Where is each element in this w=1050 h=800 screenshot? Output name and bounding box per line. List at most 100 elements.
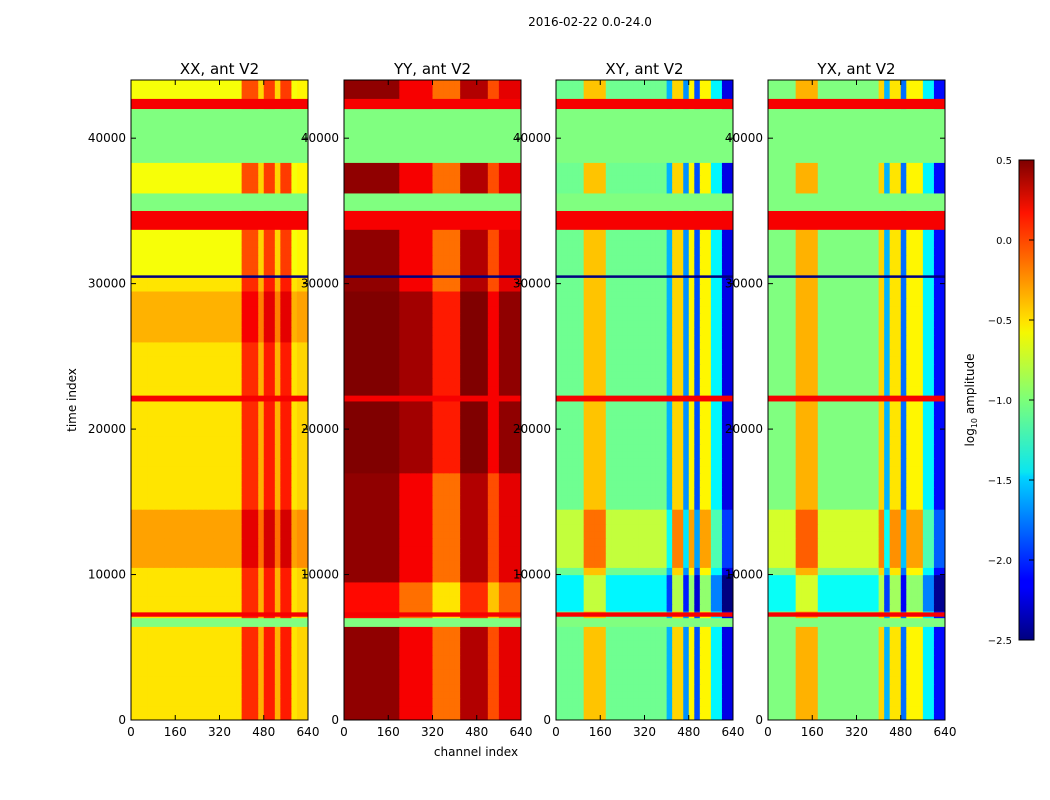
heatmap-cell bbox=[225, 312, 232, 321]
heatmap-cell bbox=[476, 589, 483, 597]
heatmap-cell bbox=[360, 487, 367, 496]
heatmap-cell bbox=[415, 552, 423, 561]
heatmap-cell bbox=[219, 530, 226, 539]
heatmap-cell bbox=[399, 501, 406, 510]
heatmap-cell bbox=[493, 501, 500, 510]
heatmap-cell bbox=[426, 712, 434, 720]
heatmap-cell bbox=[142, 363, 149, 372]
heatmap-cell bbox=[241, 160, 248, 168]
heatmap-cell bbox=[432, 414, 439, 423]
heatmap-cell bbox=[291, 356, 298, 365]
heatmap-cell bbox=[399, 552, 406, 561]
heatmap-cell bbox=[393, 698, 400, 707]
heatmap-cell bbox=[274, 683, 281, 692]
heatmap-cell bbox=[208, 429, 215, 437]
heatmap-cell bbox=[471, 552, 478, 561]
heatmap-cell bbox=[186, 276, 193, 285]
heatmap-cell bbox=[191, 240, 198, 248]
heatmap-cell bbox=[388, 290, 395, 299]
heatmap-cell bbox=[219, 676, 226, 685]
heatmap-cell bbox=[371, 312, 378, 321]
heatmap-cell bbox=[158, 298, 165, 307]
heatmap-cell bbox=[180, 487, 187, 496]
heatmap-cell bbox=[344, 465, 351, 474]
heatmap-cell bbox=[186, 254, 193, 263]
heatmap-cell bbox=[355, 378, 362, 387]
heatmap-cell bbox=[241, 320, 248, 328]
heatmap-cell bbox=[344, 705, 351, 714]
heatmap-cell bbox=[426, 705, 434, 714]
heatmap-cell bbox=[460, 414, 467, 423]
heatmap-cell bbox=[285, 261, 293, 270]
heatmap-cell bbox=[399, 480, 406, 488]
heatmap-cell bbox=[230, 436, 237, 445]
heatmap-cell bbox=[366, 334, 373, 343]
heatmap-cell bbox=[153, 683, 160, 692]
heatmap-cell bbox=[142, 596, 149, 605]
heatmap-cell bbox=[377, 596, 384, 605]
heatmap-cell bbox=[493, 407, 500, 416]
heatmap-cell bbox=[465, 647, 472, 656]
heatmap-cell bbox=[147, 581, 154, 590]
heatmap-cell bbox=[252, 545, 259, 554]
heatmap-cell bbox=[426, 458, 434, 467]
heatmap-cell bbox=[404, 712, 411, 720]
heatmap-cell bbox=[421, 443, 428, 452]
heatmap-cell bbox=[460, 705, 467, 714]
heatmap-cell bbox=[213, 247, 221, 256]
heatmap-cell bbox=[258, 443, 265, 452]
heatmap-cell bbox=[399, 603, 406, 612]
heatmap-cell bbox=[498, 589, 506, 597]
heatmap-cell bbox=[186, 356, 193, 365]
heatmap-cell bbox=[241, 654, 248, 663]
heatmap-cell bbox=[175, 538, 182, 547]
heatmap-cell bbox=[213, 501, 221, 510]
heatmap-cell bbox=[230, 632, 237, 641]
heatmap-cell bbox=[302, 647, 308, 656]
heatmap-cell bbox=[302, 552, 308, 561]
heatmap-cell bbox=[213, 254, 221, 263]
heatmap-cell bbox=[493, 370, 500, 379]
heatmap-cell bbox=[169, 261, 176, 270]
heatmap-cell bbox=[360, 603, 367, 612]
heatmap-cell bbox=[393, 327, 400, 336]
heatmap-cell bbox=[147, 698, 154, 707]
heatmap-cell bbox=[388, 269, 395, 277]
heatmap-cell bbox=[258, 400, 265, 408]
heatmap-cell bbox=[263, 421, 270, 430]
heatmap-cell bbox=[410, 261, 417, 270]
heatmap-cell bbox=[263, 443, 270, 452]
heatmap-cell bbox=[186, 421, 193, 430]
heatmap-cell bbox=[241, 385, 248, 394]
heatmap-cell bbox=[504, 501, 511, 510]
heatmap-cell bbox=[258, 290, 265, 299]
heatmap-cell bbox=[360, 712, 367, 720]
heatmap-cell bbox=[208, 349, 215, 357]
heatmap-cell bbox=[164, 589, 171, 597]
heatmap-cell bbox=[460, 254, 467, 263]
heatmap-cell bbox=[487, 247, 494, 256]
heatmap-cell bbox=[360, 669, 367, 677]
heatmap-cell bbox=[197, 698, 204, 707]
heatmap-cell bbox=[147, 487, 154, 496]
heatmap-cell bbox=[421, 247, 428, 256]
heatmap-cell bbox=[291, 690, 298, 699]
heatmap-cell bbox=[498, 661, 506, 670]
heatmap-cell bbox=[349, 661, 356, 670]
heatmap-cell bbox=[388, 465, 395, 474]
heatmap-cell bbox=[186, 269, 193, 277]
heatmap-cell bbox=[438, 429, 445, 437]
heatmap-cell bbox=[258, 567, 265, 576]
heatmap-cell bbox=[236, 269, 243, 277]
heatmap-cell bbox=[263, 407, 270, 416]
heatmap-cell bbox=[131, 356, 138, 365]
heatmap-cell bbox=[426, 370, 434, 379]
heatmap-cell bbox=[355, 698, 362, 707]
heatmap-cell bbox=[263, 400, 270, 408]
heatmap-cell bbox=[274, 174, 281, 183]
heatmap-cell bbox=[147, 509, 154, 517]
heatmap-cell bbox=[476, 596, 483, 605]
heatmap-cell bbox=[498, 669, 506, 677]
heatmap-cell bbox=[371, 625, 378, 634]
heatmap-cell bbox=[213, 378, 221, 387]
